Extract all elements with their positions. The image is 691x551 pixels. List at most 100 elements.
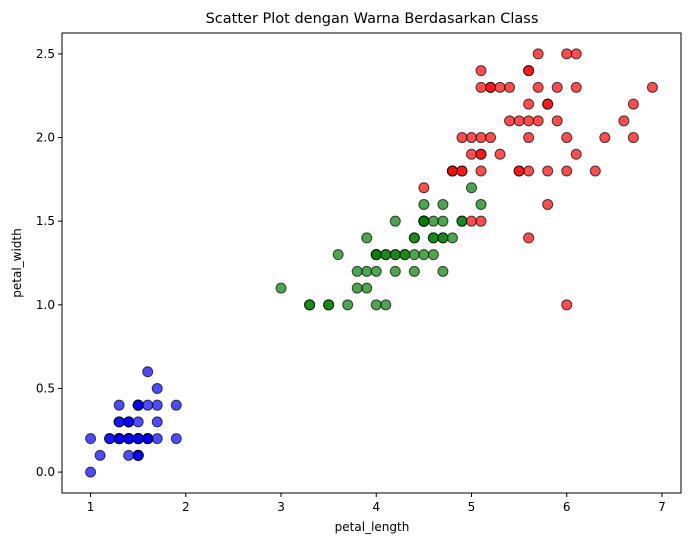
scatter-point bbox=[170, 399, 182, 411]
y-tick-label: 1.0 bbox=[36, 298, 55, 312]
scatter-point bbox=[142, 366, 154, 378]
y-axis: 0.0 0.5 1.0 1.5 2.0 2.5 bbox=[36, 47, 62, 479]
x-tick-label: 2 bbox=[182, 500, 190, 514]
scatter-point bbox=[485, 81, 497, 93]
scatter-point bbox=[475, 81, 487, 93]
scatter-point bbox=[427, 232, 439, 244]
scatter-point bbox=[132, 399, 144, 411]
scatter-point bbox=[170, 433, 182, 445]
scatter-point bbox=[85, 466, 97, 478]
scatter-point bbox=[485, 132, 497, 144]
scatter-point bbox=[142, 399, 154, 411]
scatter-point bbox=[342, 299, 354, 311]
scatter-point bbox=[85, 433, 97, 445]
scatter-point bbox=[332, 249, 344, 261]
scatter-point bbox=[389, 249, 401, 261]
scatter-point bbox=[465, 148, 477, 160]
y-tick-label: 2.5 bbox=[36, 47, 55, 61]
scatter-point bbox=[418, 182, 430, 194]
scatter-point bbox=[370, 249, 382, 261]
scatter-point bbox=[151, 416, 163, 428]
scatter-point bbox=[408, 265, 420, 277]
scatter-point bbox=[151, 382, 163, 394]
scatter-point bbox=[370, 299, 382, 311]
scatter-point bbox=[465, 215, 477, 227]
points-layer bbox=[85, 48, 658, 478]
y-tick-label: 2.0 bbox=[36, 131, 55, 145]
scatter-point bbox=[513, 115, 525, 127]
scatter-point bbox=[561, 48, 573, 60]
chart-title: Scatter Plot dengan Warna Berdasarkan Cl… bbox=[206, 11, 539, 27]
scatter-point bbox=[456, 215, 468, 227]
scatter-point bbox=[475, 65, 487, 77]
scatter-point bbox=[523, 98, 535, 110]
scatter-point bbox=[627, 132, 639, 144]
scatter-point bbox=[123, 433, 135, 445]
scatter-point bbox=[437, 265, 449, 277]
scatter-point bbox=[532, 81, 544, 93]
scatter-point bbox=[323, 299, 335, 311]
scatter-point bbox=[570, 148, 582, 160]
scatter-point bbox=[494, 148, 506, 160]
scatter-point bbox=[646, 81, 658, 93]
scatter-point bbox=[618, 115, 630, 127]
scatter-point bbox=[513, 165, 525, 177]
scatter-point bbox=[446, 232, 458, 244]
scatter-point bbox=[532, 115, 544, 127]
scatter-point bbox=[523, 165, 535, 177]
scatter-point bbox=[551, 81, 563, 93]
scatter-point bbox=[627, 98, 639, 110]
scatter-point bbox=[380, 249, 392, 261]
x-axis-label: petal_length bbox=[335, 520, 410, 534]
scatter-point bbox=[494, 81, 506, 93]
scatter-point bbox=[504, 81, 516, 93]
x-axis: 1 2 3 4 5 6 7 bbox=[87, 493, 666, 514]
scatter-point bbox=[418, 198, 430, 210]
plot-frame bbox=[61, 32, 682, 494]
scatter-point bbox=[408, 232, 420, 244]
scatter-point bbox=[465, 132, 477, 144]
scatter-point bbox=[475, 215, 487, 227]
scatter-point bbox=[551, 115, 563, 127]
scatter-point bbox=[561, 132, 573, 144]
x-tick-label: 3 bbox=[277, 500, 285, 514]
scatter-point bbox=[446, 165, 458, 177]
scatter-point bbox=[504, 115, 516, 127]
scatter-point bbox=[418, 249, 430, 261]
scatter-point bbox=[523, 65, 535, 77]
y-tick-label: 0.5 bbox=[36, 381, 55, 395]
scatter-point bbox=[380, 299, 392, 311]
scatter-point bbox=[104, 433, 116, 445]
scatter-point bbox=[361, 265, 373, 277]
y-tick-label: 0.0 bbox=[36, 465, 55, 479]
scatter-point bbox=[456, 132, 468, 144]
scatter-point bbox=[370, 265, 382, 277]
y-tick-label: 1.5 bbox=[36, 214, 55, 228]
scatter-point bbox=[475, 148, 487, 160]
scatter-point bbox=[151, 399, 163, 411]
scatter-point bbox=[123, 416, 135, 428]
scatter-point bbox=[361, 282, 373, 294]
y-axis-label: petal_width bbox=[10, 228, 24, 297]
scatter-point bbox=[599, 132, 611, 144]
scatter-point bbox=[570, 48, 582, 60]
scatter-point bbox=[532, 48, 544, 60]
scatter-point bbox=[113, 399, 125, 411]
scatter-point bbox=[399, 249, 411, 261]
scatter-point bbox=[561, 299, 573, 311]
scatter-point bbox=[275, 282, 287, 294]
scatter-point bbox=[132, 449, 144, 461]
scatter-point bbox=[389, 215, 401, 227]
scatter-point bbox=[123, 449, 135, 461]
scatter-point bbox=[542, 98, 554, 110]
scatter-point bbox=[456, 165, 468, 177]
scatter-point bbox=[475, 165, 487, 177]
scatter-point bbox=[475, 132, 487, 144]
scatter-point bbox=[465, 182, 477, 194]
x-tick-label: 4 bbox=[372, 500, 380, 514]
x-tick-label: 6 bbox=[563, 500, 571, 514]
scatter-point bbox=[304, 299, 316, 311]
scatter-point bbox=[437, 198, 449, 210]
scatter-point bbox=[113, 433, 125, 445]
